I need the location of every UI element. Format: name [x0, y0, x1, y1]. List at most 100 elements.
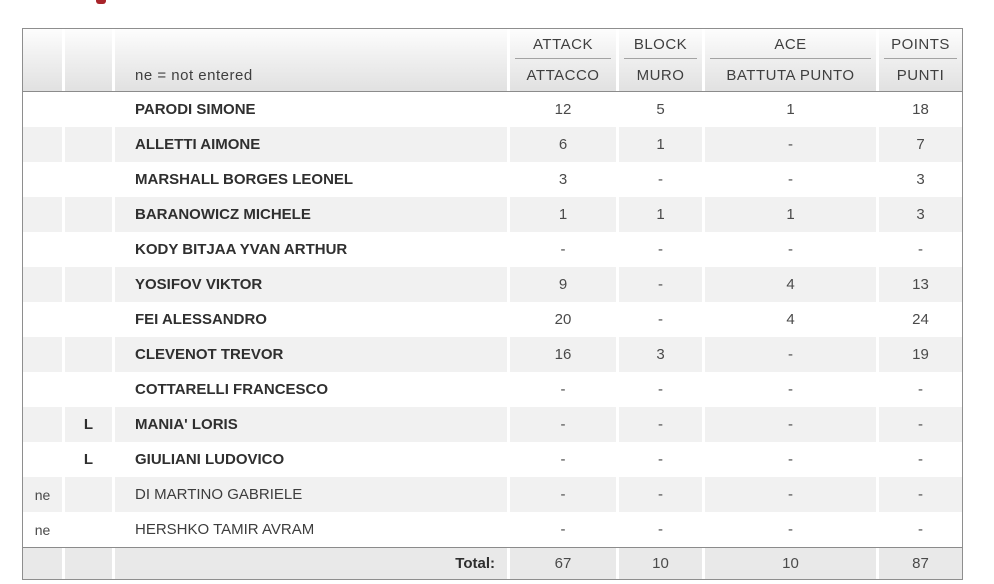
ne-marker: ne	[23, 512, 62, 547]
total-block: 10	[619, 548, 702, 579]
player-name: PARODI SIMONE	[115, 92, 507, 127]
stat-block: -	[619, 267, 702, 302]
col-header-attack-en: ATTACK	[510, 29, 616, 59]
player-name: KODY BITJAA YVAN ARTHUR	[115, 232, 507, 267]
total-row: Total: 67 10 10 87	[23, 548, 962, 579]
stat-block: 3	[619, 337, 702, 372]
header-libero-spacer	[65, 29, 112, 59]
header-row-italian: ne = not entered ATTACCO MURO BATTUTA PU…	[23, 59, 962, 91]
stat-attack: -	[510, 232, 616, 267]
col-header-block-it: MURO	[619, 59, 702, 91]
stat-attack: -	[510, 372, 616, 407]
stat-attack: -	[510, 477, 616, 512]
player-name: HERSHKO TAMIR AVRAM	[115, 512, 507, 547]
stat-points: 18	[879, 92, 962, 127]
libero-marker	[65, 267, 112, 302]
ne-marker	[23, 232, 62, 267]
stat-ace: 1	[705, 197, 876, 232]
ne-marker	[23, 372, 62, 407]
stat-points: -	[879, 477, 962, 512]
stat-points: 3	[879, 162, 962, 197]
stat-block: 5	[619, 92, 702, 127]
stat-block: -	[619, 477, 702, 512]
stat-attack: 12	[510, 92, 616, 127]
ne-marker	[23, 197, 62, 232]
stat-ace: 4	[705, 267, 876, 302]
stat-ace: -	[705, 127, 876, 162]
header-ne-spacer	[23, 59, 62, 91]
player-name: YOSIFOV VIKTOR	[115, 267, 507, 302]
col-header-attack-it: ATTACCO	[510, 59, 616, 91]
ne-marker	[23, 442, 62, 477]
stat-attack: 9	[510, 267, 616, 302]
legend-note: ne = not entered	[115, 59, 507, 91]
header-ne-spacer	[23, 29, 62, 59]
libero-marker	[65, 477, 112, 512]
table-body: PARODI SIMONE 12 5 1 18 ALLETTI AIMONE 6 1-7 MAR…	[23, 91, 962, 548]
total-libero-spacer	[65, 548, 112, 579]
stat-ace: -	[705, 232, 876, 267]
col-header-ace-en: ACE	[705, 29, 876, 59]
stat-ace: -	[705, 162, 876, 197]
player-name: FEI ALESSANDRO	[115, 302, 507, 337]
total-points: 87	[879, 548, 962, 579]
player-name: BARANOWICZ MICHELE	[115, 197, 507, 232]
table-header: ATTACK BLOCK ACE POINTS ne = not entered…	[23, 29, 962, 91]
total-label: Total:	[115, 548, 507, 579]
stat-ace: -	[705, 512, 876, 547]
ne-marker	[23, 92, 62, 127]
cropped-title-fragment	[96, 0, 106, 4]
player-name: DI MARTINO GABRIELE	[115, 477, 507, 512]
player-name: MANIA' LORIS	[115, 407, 507, 442]
stat-ace: -	[705, 407, 876, 442]
stat-attack: -	[510, 442, 616, 477]
stat-block: -	[619, 512, 702, 547]
player-row: ne DI MARTINO GABRIELE - - - -	[23, 477, 962, 512]
total-ne-spacer	[23, 548, 62, 579]
libero-marker	[65, 197, 112, 232]
player-name: GIULIANI LUDOVICO	[115, 442, 507, 477]
player-name: COTTARELLI FRANCESCO	[115, 372, 507, 407]
col-header-ace-it: BATTUTA PUNTO	[705, 59, 876, 91]
player-name: ALLETTI AIMONE	[115, 127, 507, 162]
header-name-spacer	[115, 29, 507, 59]
table-footer: Total: 67 10 10 87	[23, 548, 962, 579]
stat-ace: -	[705, 372, 876, 407]
total-attack: 67	[510, 548, 616, 579]
player-row: CLEVENOT TREVOR 16 3-19	[23, 337, 962, 372]
stat-block: 1	[619, 127, 702, 162]
player-row: PARODI SIMONE 12 5 1 18	[23, 92, 962, 127]
player-name: CLEVENOT TREVOR	[115, 337, 507, 372]
header-libero-spacer	[65, 59, 112, 91]
stat-attack: 1	[510, 197, 616, 232]
ne-marker	[23, 267, 62, 302]
stat-points: -	[879, 407, 962, 442]
stat-points: -	[879, 512, 962, 547]
stat-ace: 1	[705, 92, 876, 127]
stat-block: -	[619, 232, 702, 267]
stat-points: -	[879, 232, 962, 267]
libero-marker	[65, 92, 112, 127]
player-row: BARANOWICZ MICHELE 1 1 1 3	[23, 197, 962, 232]
player-row: L GIULIANI LUDOVICO - - - -	[23, 442, 962, 477]
stat-block: -	[619, 302, 702, 337]
col-header-points-en: POINTS	[879, 29, 962, 59]
col-header-block-en: BLOCK	[619, 29, 702, 59]
player-row: COTTARELLI FRANCESCO - - - -	[23, 372, 962, 407]
stat-points: 7	[879, 127, 962, 162]
player-row: L MANIA' LORIS - - - -	[23, 407, 962, 442]
ne-marker	[23, 337, 62, 372]
ne-marker	[23, 162, 62, 197]
libero-marker: L	[65, 407, 112, 442]
stat-points: 3	[879, 197, 962, 232]
libero-marker	[65, 337, 112, 372]
player-row: FEI ALESSANDRO 20-4 24	[23, 302, 962, 337]
player-name: MARSHALL BORGES LEONEL	[115, 162, 507, 197]
stat-points: 19	[879, 337, 962, 372]
stat-points: -	[879, 372, 962, 407]
stat-block: -	[619, 162, 702, 197]
stat-ace: -	[705, 442, 876, 477]
stat-ace: -	[705, 337, 876, 372]
stat-points: 24	[879, 302, 962, 337]
